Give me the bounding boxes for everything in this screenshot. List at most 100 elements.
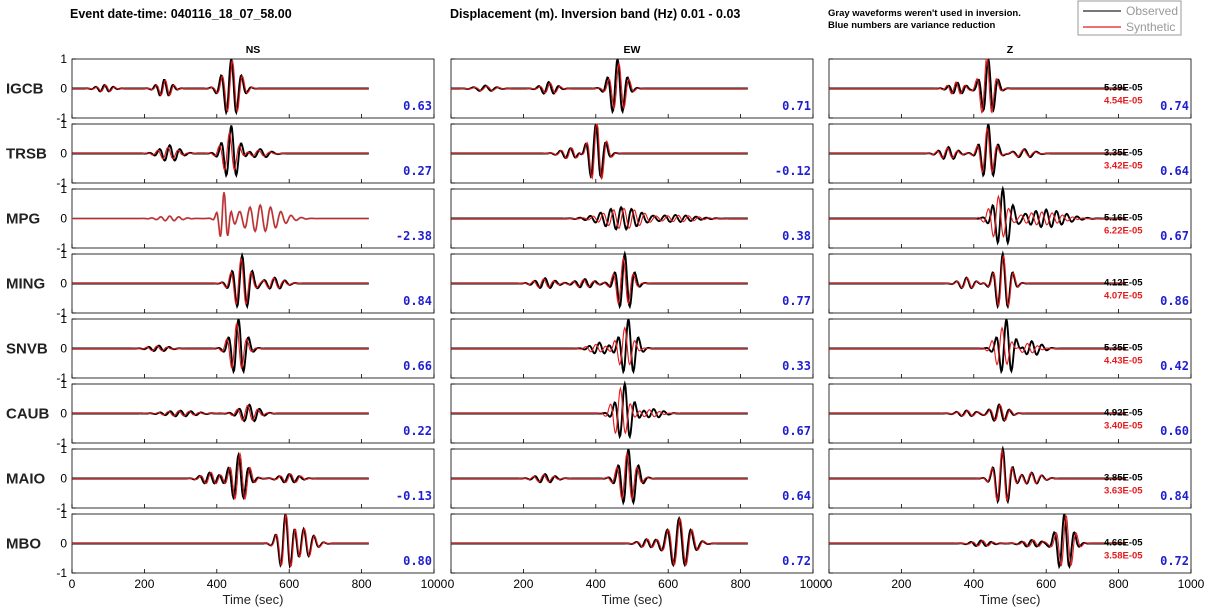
- panel-mbo-ew: 0.72: [450, 513, 814, 574]
- synthetic-trace: [451, 326, 748, 366]
- x-tick-label: 800: [1109, 577, 1129, 591]
- x-axis-label: Time (sec): [223, 592, 284, 607]
- legend: Observed Synthetic: [1077, 0, 1182, 36]
- synthetic-trace: [72, 323, 369, 370]
- legend-box: [1077, 0, 1182, 36]
- station-label-ming: MING: [6, 276, 45, 293]
- variance-reduction: 0.80: [403, 554, 432, 568]
- variance-reduction: 0.67: [782, 424, 811, 438]
- panel-mbo-ns: -1 0 1 0.80: [56, 507, 435, 580]
- y-tick-label: 0: [60, 212, 67, 226]
- panel-caub-z: 0.60 4.92E-05 3.40E-05: [828, 383, 1192, 444]
- synthetic-trace: [829, 515, 1126, 567]
- y-tick-label: 0: [60, 472, 67, 486]
- x-tick-label: 600: [1036, 577, 1056, 591]
- variance-reduction: 0.63: [403, 99, 432, 113]
- synthetic-trace: [451, 207, 748, 230]
- panel-ming-ns: -1 0 1 0.84: [56, 247, 435, 320]
- note-variance: Blue numbers are variance reduction: [828, 20, 996, 31]
- x-tick-label: 200: [134, 577, 154, 591]
- panel-maio-z: 0.84 3.85E-05 3.63E-05: [828, 445, 1192, 509]
- x-tick-label: 1000: [800, 577, 827, 591]
- variance-reduction: -0.13: [396, 489, 432, 503]
- y-tick-label: 0: [60, 82, 67, 96]
- max-amplitude-observed: 4.92E-05: [1104, 408, 1143, 419]
- panel-snvb-z: 0.42 5.35E-05 4.43E-05: [828, 318, 1192, 379]
- station-label-trsb: TRSB: [6, 146, 47, 163]
- variance-reduction: 0.67: [1160, 229, 1189, 243]
- max-amplitude-synthetic: 4.07E-05: [1104, 291, 1143, 302]
- max-amplitude-observed: 4.12E-05: [1104, 278, 1143, 289]
- variance-reduction: -2.38: [396, 229, 432, 243]
- synthetic-trace: [451, 61, 748, 110]
- panel-maio-ns: -1 0 1 -0.13: [56, 442, 435, 515]
- y-tick-label: -1: [56, 111, 67, 125]
- max-amplitude-synthetic: 3.63E-05: [1104, 486, 1143, 497]
- y-tick-label: 0: [60, 407, 67, 421]
- synthetic-trace: [829, 128, 1126, 174]
- x-tick-label: 600: [279, 577, 299, 591]
- max-amplitude-observed: 5.16E-05: [1104, 213, 1143, 224]
- legend-observed-label: Observed: [1126, 4, 1178, 18]
- synthetic-trace: [72, 132, 369, 171]
- variance-reduction: 0.64: [1160, 164, 1189, 178]
- synthetic-trace: [451, 256, 748, 305]
- station-label-snvb: SNVB: [6, 341, 48, 358]
- legend-synthetic-label: Synthetic: [1126, 20, 1175, 34]
- station-label-mbo: MBO: [6, 536, 41, 553]
- x-tick-label: 800: [731, 577, 751, 591]
- panel-igcb-ns: -1 0 1 0.63: [56, 52, 435, 125]
- panel-mbo-z: 0.72 4.66E-05 3.58E-05: [828, 513, 1192, 574]
- max-amplitude-synthetic: 4.43E-05: [1104, 356, 1143, 367]
- variance-reduction: 0.84: [403, 294, 432, 308]
- x-tick-label: 200: [513, 577, 533, 591]
- max-amplitude-synthetic: 3.40E-05: [1104, 421, 1143, 432]
- panel-snvb-ew: 0.33: [450, 318, 814, 379]
- x-tick-label: 0: [69, 577, 76, 591]
- panel-mpg-ns: -1 0 1 -2.38: [56, 182, 435, 255]
- variance-reduction: 0.66: [403, 359, 432, 373]
- y-tick-label: 0: [60, 342, 67, 356]
- y-tick-label: 1: [60, 182, 67, 196]
- variance-reduction: 0.74: [1160, 99, 1189, 113]
- x-tick-label: 800: [352, 577, 372, 591]
- synthetic-trace: [451, 123, 748, 181]
- panel-mpg-ew: 0.38: [450, 188, 814, 249]
- panel-caub-ns: -1 0 1 0.22: [56, 377, 435, 450]
- y-tick-label: 1: [60, 52, 67, 66]
- x-axis-label: Time (sec): [980, 592, 1041, 607]
- variance-reduction: 0.86: [1160, 294, 1189, 308]
- band-title: Displacement (m). Inversion band (Hz) 0.…: [450, 7, 740, 21]
- panel-maio-ew: 0.64: [450, 448, 814, 509]
- column-title-ns: NS: [246, 44, 261, 56]
- panel-trsb-ew: -0.12: [450, 123, 814, 184]
- max-amplitude-observed: 5.39E-05: [1104, 83, 1143, 94]
- panel-trsb-z: 0.64 3.35E-05 3.42E-05: [828, 123, 1192, 184]
- synthetic-trace: [72, 192, 369, 237]
- max-amplitude-observed: 4.66E-05: [1104, 538, 1143, 549]
- synthetic-trace: [72, 405, 369, 421]
- x-tick-label: 400: [964, 577, 984, 591]
- y-tick-label: 0: [60, 277, 67, 291]
- max-amplitude-synthetic: 3.58E-05: [1104, 551, 1143, 562]
- synthetic-trace: [829, 448, 1126, 503]
- panel-igcb-z: 0.74 5.39E-05 4.54E-05: [828, 58, 1192, 119]
- variance-reduction: 0.42: [1160, 359, 1189, 373]
- station-label-mpg: MPG: [6, 211, 40, 228]
- station-label-maio: MAIO: [6, 471, 45, 488]
- variance-reduction: 0.72: [1160, 554, 1189, 568]
- y-tick-label: 0: [60, 147, 67, 161]
- event-title: Event date-time: 040116_18_07_58.00: [70, 7, 292, 21]
- variance-reduction: 0.64: [782, 489, 811, 503]
- y-tick-label: -1: [56, 241, 67, 255]
- variance-reduction: 0.71: [782, 99, 811, 113]
- station-label-caub: CAUB: [6, 406, 49, 423]
- variance-reduction: 0.84: [1160, 489, 1189, 503]
- x-tick-label: 200: [891, 577, 911, 591]
- y-tick-label: 0: [60, 537, 67, 551]
- y-tick-label: -1: [56, 566, 67, 580]
- y-tick-label: 1: [60, 442, 67, 456]
- variance-reduction: 0.27: [403, 164, 432, 178]
